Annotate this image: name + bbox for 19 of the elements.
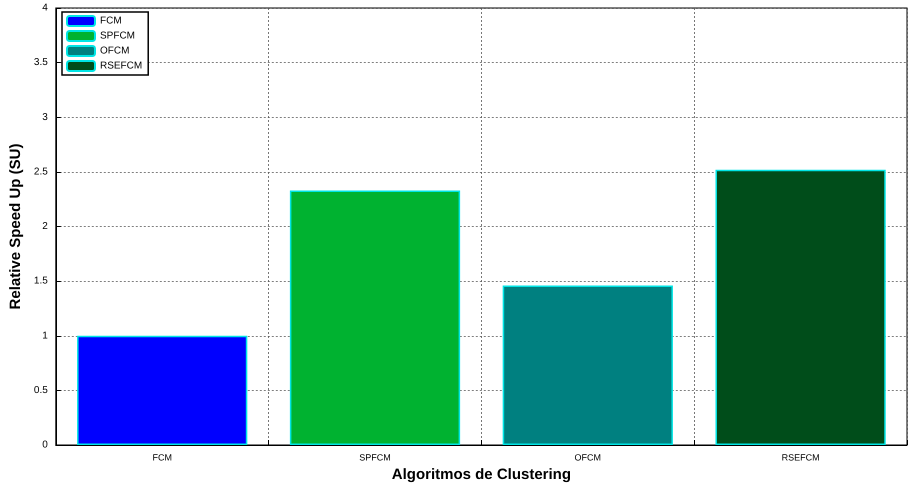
y-tick-label: 4	[42, 2, 48, 14]
x-tick-label: RSEFCM	[782, 452, 820, 462]
y-tick-label: 2	[42, 221, 48, 232]
y-tick-label: 1.5	[34, 276, 48, 287]
legend-label: OFCM	[100, 46, 130, 56]
x-tick-label: FCM	[152, 452, 172, 462]
legend-label: FCM	[100, 16, 122, 26]
x-tick-label: SPFCM	[359, 452, 391, 462]
y-tick-label: 0	[42, 440, 48, 450]
y-tick-label: 3.5	[34, 57, 48, 68]
x-tick-label: OFCM	[574, 452, 602, 462]
legend-label: RSEFCM	[100, 60, 142, 72]
legend-label: SPFCM	[100, 30, 135, 42]
y-tick-label: 2.5	[34, 166, 48, 178]
y-axis-title: Relative Speed Up (SU)	[7, 144, 24, 310]
y-tick-label: 0.5	[34, 384, 48, 396]
y-tick-label: 1	[42, 330, 48, 342]
x-axis-title: Algoritmos de Clustering	[392, 466, 571, 483]
y-tick-label: 3	[42, 112, 48, 123]
